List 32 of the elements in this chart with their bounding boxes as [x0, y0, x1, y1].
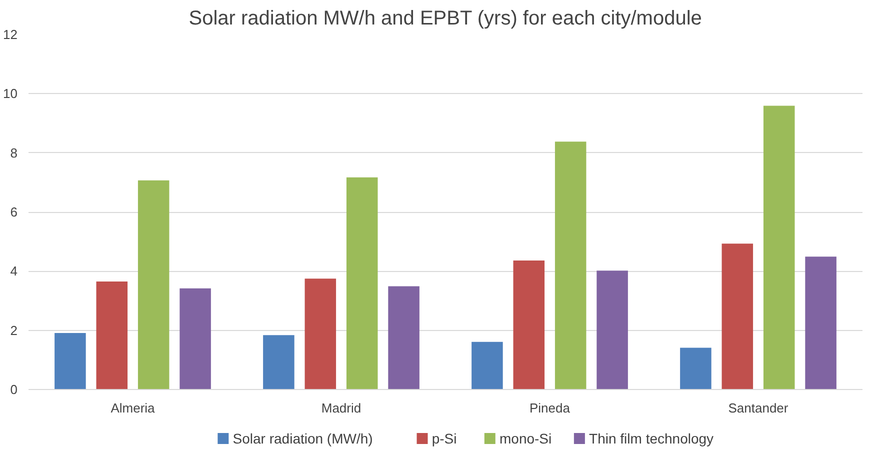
- bar: [304, 278, 336, 390]
- y-tick-label: 4: [10, 264, 18, 279]
- legend-label: p-Si: [432, 430, 457, 446]
- y-tick-label: 2: [10, 322, 18, 338]
- x-tick-label: Madrid: [321, 400, 362, 416]
- y-tick-label: 6: [10, 204, 18, 220]
- legend-label: Solar radiation (MW/h): [232, 430, 373, 446]
- bar: [96, 282, 128, 390]
- bar: [54, 332, 86, 390]
- bar: [513, 260, 545, 390]
- bar: [596, 270, 628, 390]
- bar: [138, 180, 170, 390]
- legend-label: mono-Si: [500, 430, 552, 446]
- bar: [680, 348, 712, 390]
- bar: [472, 342, 503, 390]
- bar: [805, 256, 836, 390]
- y-tick-label: 8: [10, 145, 18, 160]
- y-tick-label: 12: [3, 27, 18, 42]
- bar: [388, 286, 420, 390]
- x-tick-label: Santander: [728, 400, 789, 416]
- x-tick-label: Pineda: [530, 400, 571, 416]
- y-tick-label: 0: [10, 382, 18, 397]
- bar: [554, 142, 586, 390]
- x-tick-label: Almeria: [110, 400, 156, 416]
- y-tick-label: 10: [3, 86, 18, 102]
- legend-label: Thin film technology: [589, 430, 714, 446]
- bar: [263, 335, 294, 390]
- bar: [180, 288, 211, 390]
- bar: [722, 244, 754, 390]
- bar: [346, 177, 378, 390]
- bar: [763, 106, 795, 390]
- chart-title: Solar radiation MW/h and EPBT (yrs) for each city/module: [188, 8, 702, 30]
